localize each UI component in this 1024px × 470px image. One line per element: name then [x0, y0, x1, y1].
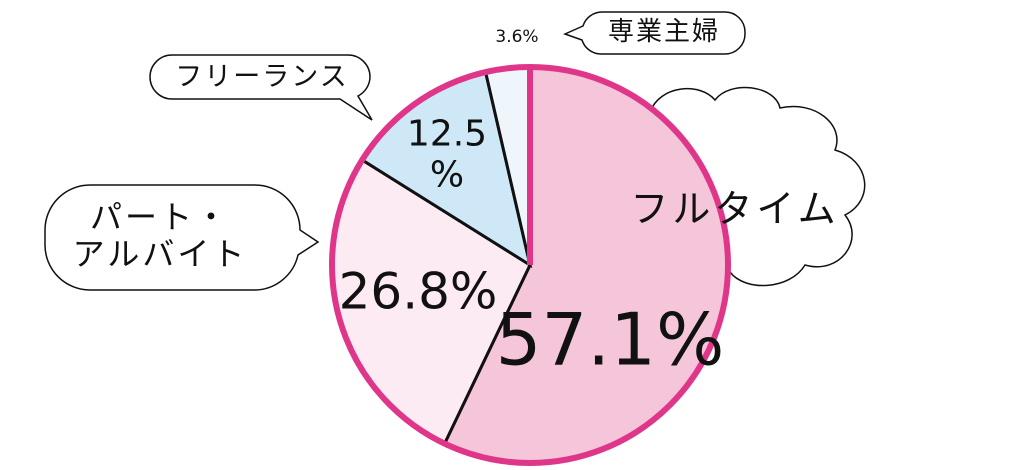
- value-label: 12.5 %: [406, 113, 488, 196]
- callout-freelance: [149, 54, 373, 121]
- callout-part-time: [44, 184, 320, 291]
- category-label: フリーランス: [175, 61, 349, 93]
- value-label: 57.1%: [495, 297, 725, 382]
- value-label: 26.8%: [338, 262, 498, 321]
- callout-housewife: [562, 11, 746, 55]
- category-label: パート・ アルバイト: [72, 198, 248, 273]
- category-label: フルタイム: [630, 187, 840, 232]
- callouts: [44, 11, 746, 291]
- category-label: 専業主婦: [607, 17, 721, 48]
- value-label: 3.6%: [495, 27, 539, 48]
